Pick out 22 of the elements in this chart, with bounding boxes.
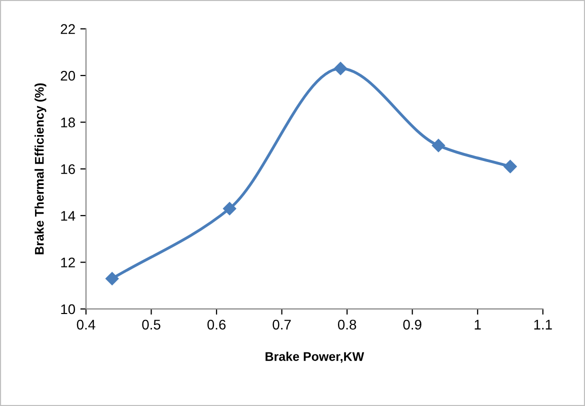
x-tick-label: 1.1 <box>534 320 552 330</box>
x-axis-title: Brake Power,KW <box>266 352 364 363</box>
y-tick-label: 16 <box>61 164 75 174</box>
x-tick-label: 0.8 <box>338 320 356 330</box>
x-tick-label: 0.6 <box>207 320 226 330</box>
x-tick-label: 1 <box>474 320 481 330</box>
x-tick-label: 0.5 <box>142 320 160 330</box>
x-tick-label: 0.7 <box>272 320 291 330</box>
x-tick-label: 0.9 <box>403 320 422 330</box>
y-tick-label: 18 <box>61 118 75 128</box>
x-tick-label: 0.4 <box>76 320 96 330</box>
y-axis-title: Brake Thermal Efficiency (%) <box>34 83 46 254</box>
point <box>504 160 517 174</box>
y-tick-label: 14 <box>61 211 76 221</box>
point <box>223 202 236 216</box>
y-tick-label: 10 <box>61 304 76 314</box>
point <box>106 272 119 286</box>
point <box>432 138 446 152</box>
point <box>334 62 348 76</box>
y-tick-label: 22 <box>60 24 75 34</box>
y-tick-label: 12 <box>61 258 75 268</box>
y-tick-label: 20 <box>60 70 76 81</box>
